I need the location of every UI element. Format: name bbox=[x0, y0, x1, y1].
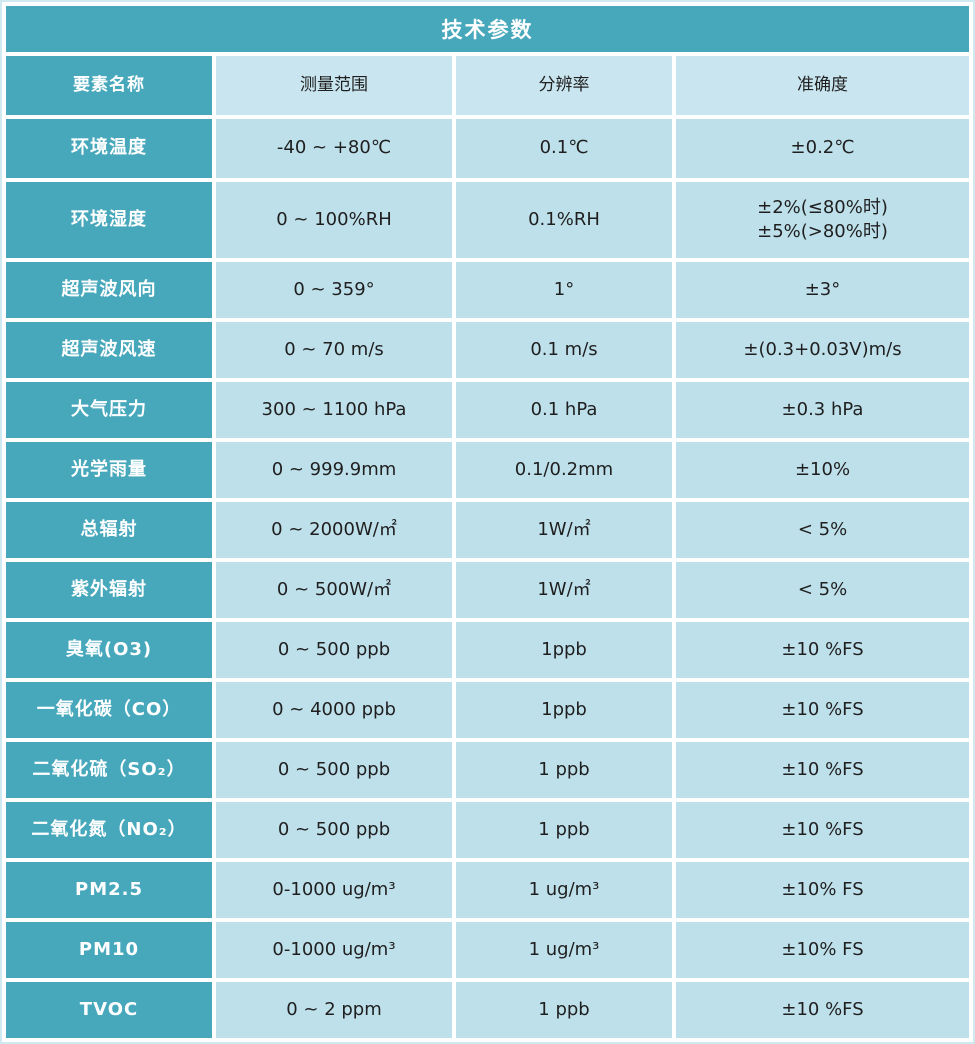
accuracy-cell: ±10 %FS bbox=[676, 682, 969, 738]
resolution-cell: 1W/㎡ bbox=[456, 502, 672, 558]
resolution-cell: 1° bbox=[456, 262, 672, 318]
accuracy-cell: < 5% bbox=[676, 562, 969, 618]
resolution-cell: 1ppb bbox=[456, 682, 672, 738]
accuracy-cell: ±10% FS bbox=[676, 862, 969, 918]
range-cell: 0 ~ 999.9mm bbox=[216, 442, 452, 498]
param-name: 环境湿度 bbox=[6, 182, 212, 258]
param-name: 二氧化硫（SO₂） bbox=[6, 742, 212, 798]
range-cell: 300 ~ 1100 hPa bbox=[216, 382, 452, 438]
param-name: 总辐射 bbox=[6, 502, 212, 558]
resolution-cell: 0.1%RH bbox=[456, 182, 672, 258]
resolution-cell: 0.1 hPa bbox=[456, 382, 672, 438]
param-name: 紫外辐射 bbox=[6, 562, 212, 618]
table-title: 技术参数 bbox=[6, 6, 969, 52]
resolution-cell: 0.1℃ bbox=[456, 119, 672, 178]
accuracy-cell: < 5% bbox=[676, 502, 969, 558]
range-cell: -40 ~ +80℃ bbox=[216, 119, 452, 178]
range-cell: 0 ~ 70 m/s bbox=[216, 322, 452, 378]
resolution-cell: 0.1/0.2mm bbox=[456, 442, 672, 498]
resolution-cell: 1 ppb bbox=[456, 982, 672, 1038]
accuracy-cell: ±0.2℃ bbox=[676, 119, 969, 178]
resolution-cell: 1 ppb bbox=[456, 742, 672, 798]
param-name: 大气压力 bbox=[6, 382, 212, 438]
accuracy-cell: ±3° bbox=[676, 262, 969, 318]
accuracy-cell: ±10 %FS bbox=[676, 742, 969, 798]
param-name: TVOC bbox=[6, 982, 212, 1038]
col-header-resolution: 分辨率 bbox=[456, 56, 672, 115]
resolution-cell: 1 ug/m³ bbox=[456, 922, 672, 978]
resolution-cell: 1 ug/m³ bbox=[456, 862, 672, 918]
param-name: PM2.5 bbox=[6, 862, 212, 918]
accuracy-cell: ±0.3 hPa bbox=[676, 382, 969, 438]
param-name: 一氧化碳（CO） bbox=[6, 682, 212, 738]
param-name: 光学雨量 bbox=[6, 442, 212, 498]
range-cell: 0 ~ 359° bbox=[216, 262, 452, 318]
col-header-range: 测量范围 bbox=[216, 56, 452, 115]
resolution-cell: 1W/㎡ bbox=[456, 562, 672, 618]
resolution-cell: 1 ppb bbox=[456, 802, 672, 858]
param-name: 超声波风向 bbox=[6, 262, 212, 318]
resolution-cell: 0.1 m/s bbox=[456, 322, 672, 378]
accuracy-line-2: ±5%(>80%时) bbox=[757, 221, 888, 242]
col-header-name: 要素名称 bbox=[6, 56, 212, 115]
range-cell: 0 ~ 4000 ppb bbox=[216, 682, 452, 738]
range-cell: 0 ~ 500W/㎡ bbox=[216, 562, 452, 618]
param-name: 环境温度 bbox=[6, 119, 212, 178]
spec-table: 要素名称 测量范围 分辨率 准确度 环境温度 -40 ~ +80℃ 0.1℃ ±… bbox=[6, 56, 969, 1038]
accuracy-cell: ±10% FS bbox=[676, 922, 969, 978]
param-name: 超声波风速 bbox=[6, 322, 212, 378]
range-cell: 0 ~ 500 ppb bbox=[216, 742, 452, 798]
accuracy-cell: ±(0.3+0.03V)m/s bbox=[676, 322, 969, 378]
param-name: PM10 bbox=[6, 922, 212, 978]
range-cell: 0 ~ 500 ppb bbox=[216, 802, 452, 858]
accuracy-cell: ±10% bbox=[676, 442, 969, 498]
param-name: 二氧化氮（NO₂） bbox=[6, 802, 212, 858]
accuracy-cell: ±2%(≤80%时) ±5%(>80%时) bbox=[676, 182, 969, 258]
accuracy-cell: ±10 %FS bbox=[676, 982, 969, 1038]
range-cell: 0 ~ 500 ppb bbox=[216, 622, 452, 678]
accuracy-line-1: ±2%(≤80%时) bbox=[757, 196, 888, 218]
accuracy-cell: ±10 %FS bbox=[676, 802, 969, 858]
range-cell: 0 ~ 2000W/㎡ bbox=[216, 502, 452, 558]
resolution-cell: 1ppb bbox=[456, 622, 672, 678]
accuracy-cell: ±10 %FS bbox=[676, 622, 969, 678]
col-header-accuracy: 准确度 bbox=[676, 56, 969, 115]
range-cell: 0 ~ 2 ppm bbox=[216, 982, 452, 1038]
param-name: 臭氧(O3) bbox=[6, 622, 212, 678]
range-cell: 0-1000 ug/m³ bbox=[216, 862, 452, 918]
range-cell: 0 ~ 100%RH bbox=[216, 182, 452, 258]
range-cell: 0-1000 ug/m³ bbox=[216, 922, 452, 978]
